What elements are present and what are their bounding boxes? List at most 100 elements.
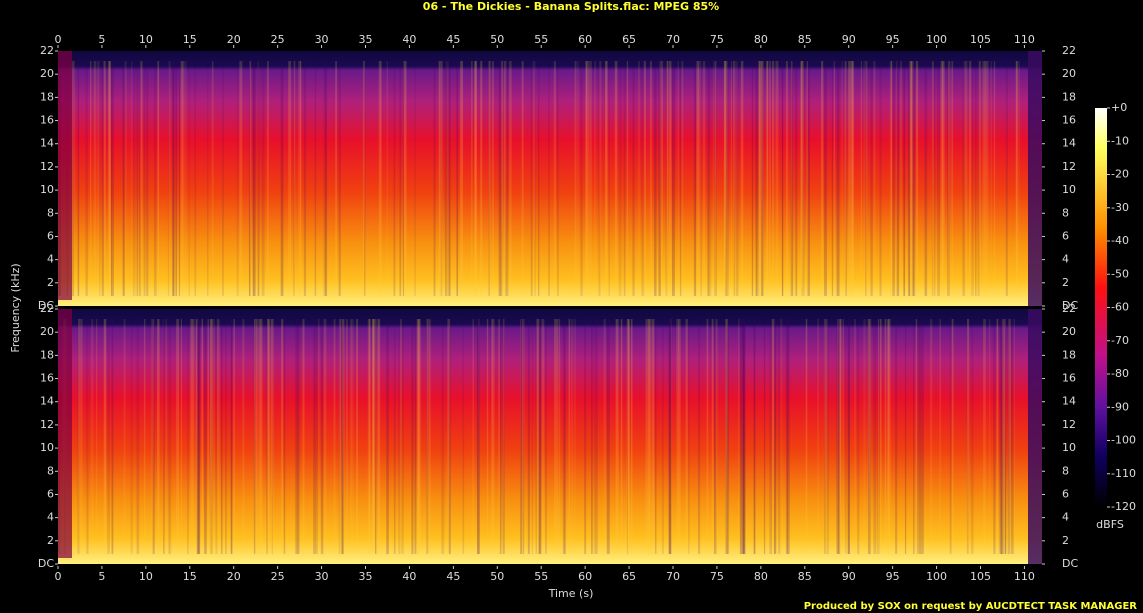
texture <box>538 319 541 554</box>
texture <box>440 61 443 296</box>
y-tick-label: 18 <box>40 90 54 103</box>
texture <box>165 319 168 554</box>
texture <box>824 61 827 296</box>
texture <box>369 319 371 554</box>
texture <box>904 319 907 554</box>
texture <box>823 319 826 554</box>
texture <box>771 319 775 554</box>
texture <box>844 61 847 296</box>
texture <box>568 319 570 554</box>
texture <box>233 319 235 554</box>
texture <box>136 319 140 554</box>
texture <box>851 61 854 296</box>
texture <box>281 319 284 554</box>
texture <box>131 61 133 296</box>
x-tick-label: 95 <box>886 570 900 583</box>
y-tick-label: 12 <box>40 418 54 431</box>
texture <box>709 61 712 296</box>
texture <box>942 61 945 296</box>
texture <box>801 61 805 296</box>
texture <box>740 61 744 296</box>
texture <box>890 61 893 296</box>
y-tick-label: DC <box>38 299 54 312</box>
texture <box>937 61 940 296</box>
x-tick-label: 60 <box>578 570 592 583</box>
texture <box>677 319 681 554</box>
texture <box>648 319 651 554</box>
texture <box>471 61 473 296</box>
x-tick-label: 15 <box>183 570 197 583</box>
texture <box>538 61 540 296</box>
texture <box>362 61 366 296</box>
texture <box>152 319 155 554</box>
texture <box>978 61 981 296</box>
texture <box>530 61 533 296</box>
texture <box>724 61 728 296</box>
texture <box>248 61 251 296</box>
texture <box>667 61 671 296</box>
colorbar-tick-label: -110 <box>1111 467 1136 480</box>
fade-out <box>1028 309 1042 564</box>
texture <box>456 61 458 296</box>
x-tick-label: 35 <box>359 570 373 583</box>
spectrogram <box>58 51 1042 306</box>
texture <box>509 61 512 296</box>
texture <box>500 61 503 296</box>
y-tick-label: DC <box>1062 299 1078 312</box>
texture <box>168 319 170 554</box>
texture <box>951 319 953 554</box>
texture <box>758 61 762 296</box>
x-tick-label: 65 <box>622 570 636 583</box>
texture <box>201 319 204 554</box>
texture <box>836 319 838 554</box>
texture <box>833 61 835 296</box>
texture <box>1002 319 1006 554</box>
texture <box>379 61 382 296</box>
texture <box>831 61 834 296</box>
texture <box>841 61 844 296</box>
texture <box>570 319 574 554</box>
texture <box>157 319 160 554</box>
texture <box>86 319 89 554</box>
x-tick-label: 15 <box>183 33 197 46</box>
texture <box>153 61 157 296</box>
texture <box>168 61 171 296</box>
texture <box>772 61 775 296</box>
texture <box>448 319 451 554</box>
texture <box>606 319 610 554</box>
texture <box>429 319 431 554</box>
texture <box>93 61 97 296</box>
texture <box>805 319 808 554</box>
x-tick-label: 40 <box>402 570 416 583</box>
texture <box>99 61 101 296</box>
texture <box>584 319 587 554</box>
texture <box>1000 319 1003 554</box>
texture <box>294 319 298 554</box>
texture <box>209 319 212 554</box>
texture <box>939 319 941 554</box>
y-tick-label: 10 <box>40 183 54 196</box>
texture <box>416 319 420 554</box>
colorbar-tick-label: -50 <box>1111 267 1129 280</box>
texture <box>740 319 743 554</box>
texture <box>456 61 459 296</box>
texture <box>447 319 451 554</box>
texture <box>983 319 986 554</box>
y-tick-label: 18 <box>1062 348 1076 361</box>
texture <box>502 319 505 554</box>
x-tick-label: 80 <box>754 33 768 46</box>
y-tick-label: 14 <box>1062 395 1076 408</box>
texture <box>876 319 880 554</box>
texture <box>167 61 170 296</box>
texture <box>877 319 880 554</box>
texture <box>614 61 618 296</box>
texture <box>553 61 556 296</box>
x-tick-label: 55 <box>534 33 548 46</box>
texture <box>193 319 195 554</box>
colorbar-tick-label: +0 <box>1111 101 1127 114</box>
y-tick-label: 12 <box>40 160 54 173</box>
texture <box>207 319 209 554</box>
texture <box>182 61 184 296</box>
y-tick-label: 6 <box>47 487 54 500</box>
texture <box>978 61 980 296</box>
